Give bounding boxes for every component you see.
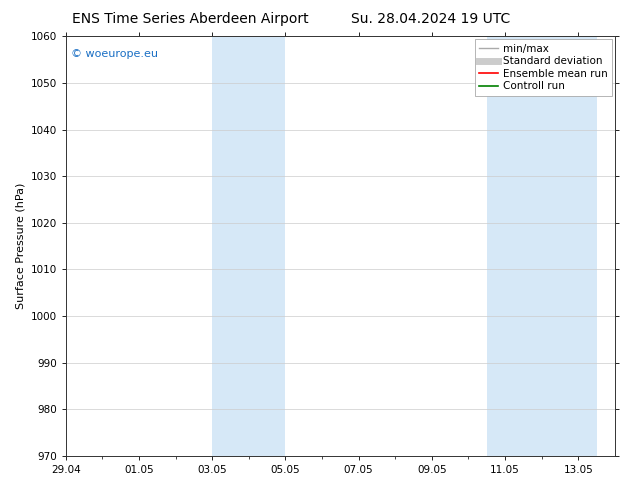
Text: ENS Time Series Aberdeen Airport: ENS Time Series Aberdeen Airport xyxy=(72,12,309,26)
Text: © woeurope.eu: © woeurope.eu xyxy=(71,49,158,59)
Bar xyxy=(212,36,285,456)
Y-axis label: Surface Pressure (hPa): Surface Pressure (hPa) xyxy=(15,183,25,309)
Text: Su. 28.04.2024 19 UTC: Su. 28.04.2024 19 UTC xyxy=(351,12,511,26)
Bar xyxy=(487,36,597,456)
Legend: min/max, Standard deviation, Ensemble mean run, Controll run: min/max, Standard deviation, Ensemble me… xyxy=(475,39,612,96)
